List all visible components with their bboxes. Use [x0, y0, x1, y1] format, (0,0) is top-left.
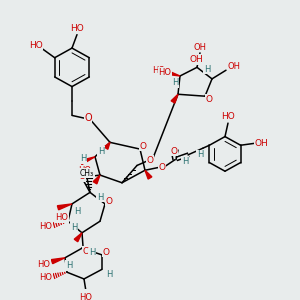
Text: HO: HO	[29, 41, 43, 50]
Text: H: H	[197, 150, 203, 159]
Polygon shape	[80, 157, 95, 164]
Text: HO: HO	[79, 166, 92, 175]
Text: O: O	[106, 196, 112, 206]
Text: O: O	[146, 156, 154, 165]
Text: OH: OH	[227, 62, 241, 71]
Text: OH: OH	[255, 139, 268, 148]
Text: HO: HO	[152, 66, 166, 75]
Text: OH: OH	[194, 43, 206, 52]
Text: HO: HO	[221, 112, 235, 121]
Text: O: O	[158, 163, 166, 172]
Text: O: O	[84, 113, 92, 123]
Text: HO: HO	[158, 68, 172, 76]
Polygon shape	[93, 175, 100, 184]
Text: H: H	[80, 154, 86, 163]
Polygon shape	[51, 258, 65, 264]
Text: CH₃: CH₃	[80, 169, 94, 178]
Text: O: O	[140, 142, 146, 151]
Polygon shape	[57, 204, 72, 210]
Text: H: H	[89, 248, 95, 257]
Polygon shape	[145, 170, 152, 179]
Text: H: H	[182, 157, 188, 166]
Text: HO: HO	[56, 213, 68, 222]
Text: O: O	[170, 146, 178, 155]
Text: H: H	[74, 207, 80, 216]
Text: HO: HO	[40, 274, 52, 283]
Text: H: H	[98, 146, 104, 155]
Text: H: H	[106, 270, 112, 279]
Text: O: O	[79, 172, 86, 182]
Text: H: H	[97, 193, 103, 202]
Text: O: O	[206, 94, 212, 103]
Text: HO: HO	[40, 221, 52, 230]
Text: H: H	[172, 78, 178, 87]
Polygon shape	[104, 142, 110, 149]
Text: OH: OH	[189, 55, 203, 64]
Polygon shape	[171, 94, 178, 103]
Polygon shape	[165, 70, 180, 76]
Text: H: H	[71, 223, 77, 232]
Text: HO: HO	[38, 260, 50, 269]
Text: H: H	[66, 261, 72, 270]
Text: HO: HO	[80, 293, 92, 300]
Text: O: O	[103, 248, 110, 256]
Text: H: H	[204, 65, 210, 74]
Polygon shape	[74, 233, 82, 242]
Text: O: O	[82, 247, 89, 256]
Text: HO: HO	[70, 24, 84, 33]
